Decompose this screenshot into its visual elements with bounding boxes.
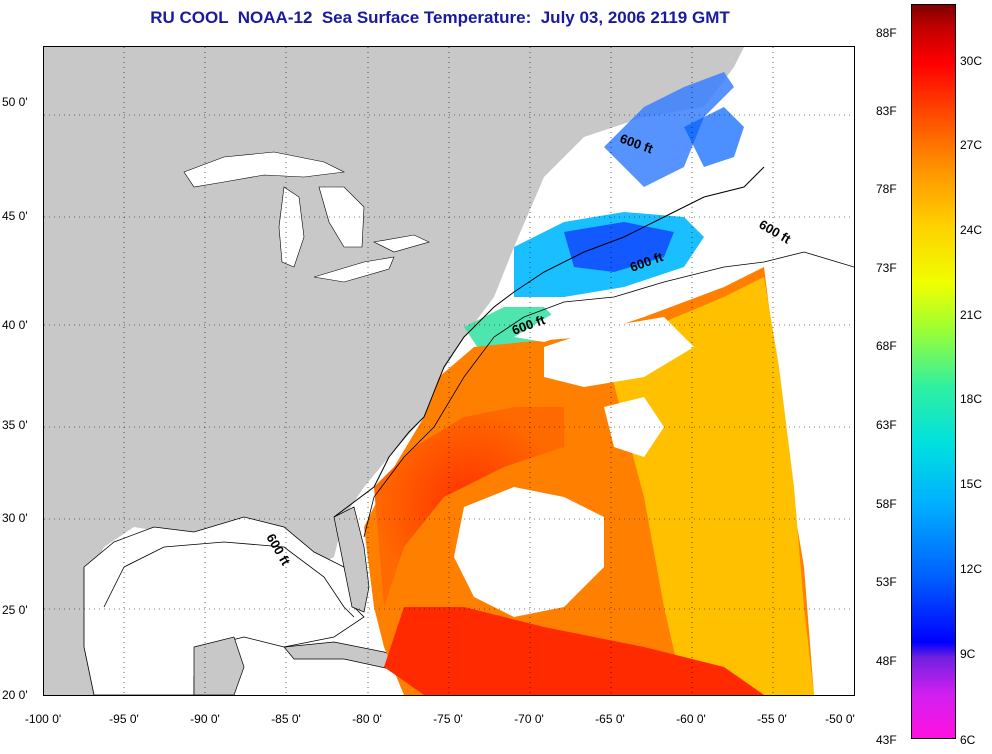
colorbar-c-label: 9C (960, 647, 976, 661)
colorbar-f-label: 63F (876, 418, 897, 432)
lon-label: -100 0' (24, 712, 62, 726)
cloud-patch (514, 262, 744, 342)
lake-michigan (278, 186, 305, 268)
yucatan (193, 636, 245, 695)
colorbar-f-label: 43F (876, 733, 897, 747)
lat-label: 35 0' (2, 418, 28, 432)
lon-label: -50 0' (825, 712, 855, 726)
colorbar-f-label: 48F (876, 654, 897, 668)
graticule (44, 47, 854, 695)
lat-label: 40 0' (2, 318, 28, 332)
lake-huron (318, 186, 365, 248)
lon-label: -65 0' (595, 712, 625, 726)
colorbar-c-label: 24C (960, 223, 983, 237)
lon-label: -75 0' (433, 712, 463, 726)
isobath-600ft-gulf (103, 541, 355, 618)
sst-map: 600 ft 600 ft 600 ft 600 ft 600 ft (43, 46, 855, 696)
colorbar-c-label: 27C (960, 138, 983, 152)
colorbar-c-label: 21C (960, 308, 983, 322)
lat-label: 25 0' (2, 603, 28, 617)
colorbar-f-label: 53F (876, 575, 897, 589)
sst-south-warm (384, 607, 764, 695)
colorbar-c-label: 6C (960, 733, 976, 747)
lon-label: -85 0' (271, 712, 301, 726)
east-coast-line (333, 166, 765, 518)
lat-label: 20 0' (2, 688, 28, 702)
colorbar-f-label: 73F (876, 261, 897, 275)
colorbar-c-label: 18C (960, 392, 983, 406)
lon-label: -80 0' (352, 712, 382, 726)
sst-newfoundland (684, 107, 744, 167)
colorbar-c-label: 15C (960, 477, 983, 491)
lon-label: -55 0' (757, 712, 787, 726)
lon-label: -95 0' (109, 712, 139, 726)
lat-label: 30 0' (2, 511, 28, 525)
colorbar-f-label: 83F (876, 104, 897, 118)
map-title: RU COOL NOAA-12 Sea Surface Temperature:… (150, 8, 730, 27)
lake-superior (183, 151, 346, 188)
colorbar-f-label: 58F (876, 497, 897, 511)
sst-gulf-of-st-lawrence (604, 72, 734, 187)
florida (333, 506, 370, 613)
sst-warm-east (604, 277, 814, 695)
lon-label: -90 0' (190, 712, 220, 726)
gulf-of-mexico (83, 516, 365, 695)
sst-map-canvas: 600 ft 600 ft 600 ft 600 ft 600 ft (44, 47, 854, 695)
cloud-patch (544, 317, 694, 387)
colorbar-f-label: 78F (876, 182, 897, 196)
colorbar-f-label: 88F (876, 26, 897, 40)
colorbar-c-label: 12C (960, 562, 983, 576)
cloud-patch (454, 487, 604, 617)
sst-gulf-of-maine-cold (564, 222, 674, 272)
temperature-colorbar (911, 4, 956, 739)
colorbar-c-label: 30C (960, 54, 983, 68)
colorbar-f-label: 68F (876, 339, 897, 353)
sst-gulf-stream (374, 407, 564, 607)
lat-label: 50 0' (2, 95, 28, 109)
sst-shelf-cool (464, 307, 564, 357)
isobath-600ft (363, 251, 854, 538)
lon-label: -70 0' (514, 712, 544, 726)
lake-erie (313, 256, 395, 283)
lat-label: 45 0' (2, 209, 28, 223)
lake-ontario (373, 234, 430, 253)
lon-label: -60 0' (676, 712, 706, 726)
